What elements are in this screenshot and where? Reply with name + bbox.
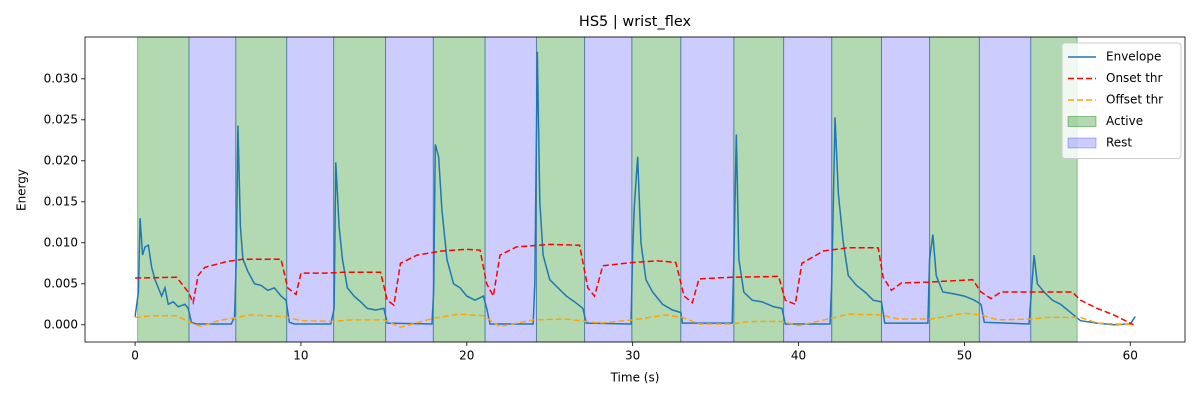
y-tick-label: 0.030 xyxy=(44,71,78,85)
y-tick-label: 0.020 xyxy=(44,153,78,167)
y-tick-label: 0.010 xyxy=(44,235,78,249)
x-tick-label: 30 xyxy=(625,349,640,363)
x-tick-label: 50 xyxy=(957,349,972,363)
y-tick-label: 0.005 xyxy=(44,276,78,290)
x-tick-label: 40 xyxy=(791,349,806,363)
legend-swatch xyxy=(1067,116,1097,127)
span xyxy=(680,36,735,343)
y-tick-label: 0.000 xyxy=(44,317,78,331)
span xyxy=(631,36,682,343)
legend-swatch xyxy=(1067,137,1097,149)
span xyxy=(432,36,486,343)
span xyxy=(831,36,882,343)
span xyxy=(286,36,335,343)
span xyxy=(978,36,1032,343)
chart-title: HS5 | wrist_flex xyxy=(579,14,692,30)
x-axis-label: Time (s) xyxy=(610,371,660,385)
line xyxy=(135,312,1134,329)
x-tick-label: 10 xyxy=(293,349,308,363)
legend-label: Active xyxy=(1106,114,1143,128)
legend: Envelope Onset thr Offset thr Active Rest xyxy=(1061,42,1182,159)
legend-box xyxy=(1061,42,1182,159)
span xyxy=(137,36,190,343)
span xyxy=(783,36,833,343)
span xyxy=(235,36,288,343)
y-axis-label: Energy xyxy=(15,169,29,211)
y-tick-label: 0.015 xyxy=(44,194,78,208)
x-tick-label: 20 xyxy=(459,349,474,363)
span xyxy=(880,36,931,343)
span xyxy=(535,36,586,343)
line xyxy=(134,51,1136,326)
span xyxy=(584,36,633,343)
legend-label: Onset thr xyxy=(1106,71,1163,85)
span xyxy=(385,36,434,343)
legend-label: Rest xyxy=(1106,136,1132,150)
x-tick-label: 0 xyxy=(131,349,139,363)
x-tick-label: 60 xyxy=(1123,349,1138,363)
legend-label: Offset thr xyxy=(1106,93,1163,107)
span xyxy=(333,36,387,343)
span xyxy=(188,36,237,343)
span xyxy=(929,36,980,343)
span xyxy=(733,36,785,343)
legend-label: Envelope xyxy=(1106,50,1161,64)
span xyxy=(484,36,537,343)
y-tick-label: 0.025 xyxy=(44,112,78,126)
plot-frame xyxy=(84,36,1186,343)
line xyxy=(135,243,1134,326)
